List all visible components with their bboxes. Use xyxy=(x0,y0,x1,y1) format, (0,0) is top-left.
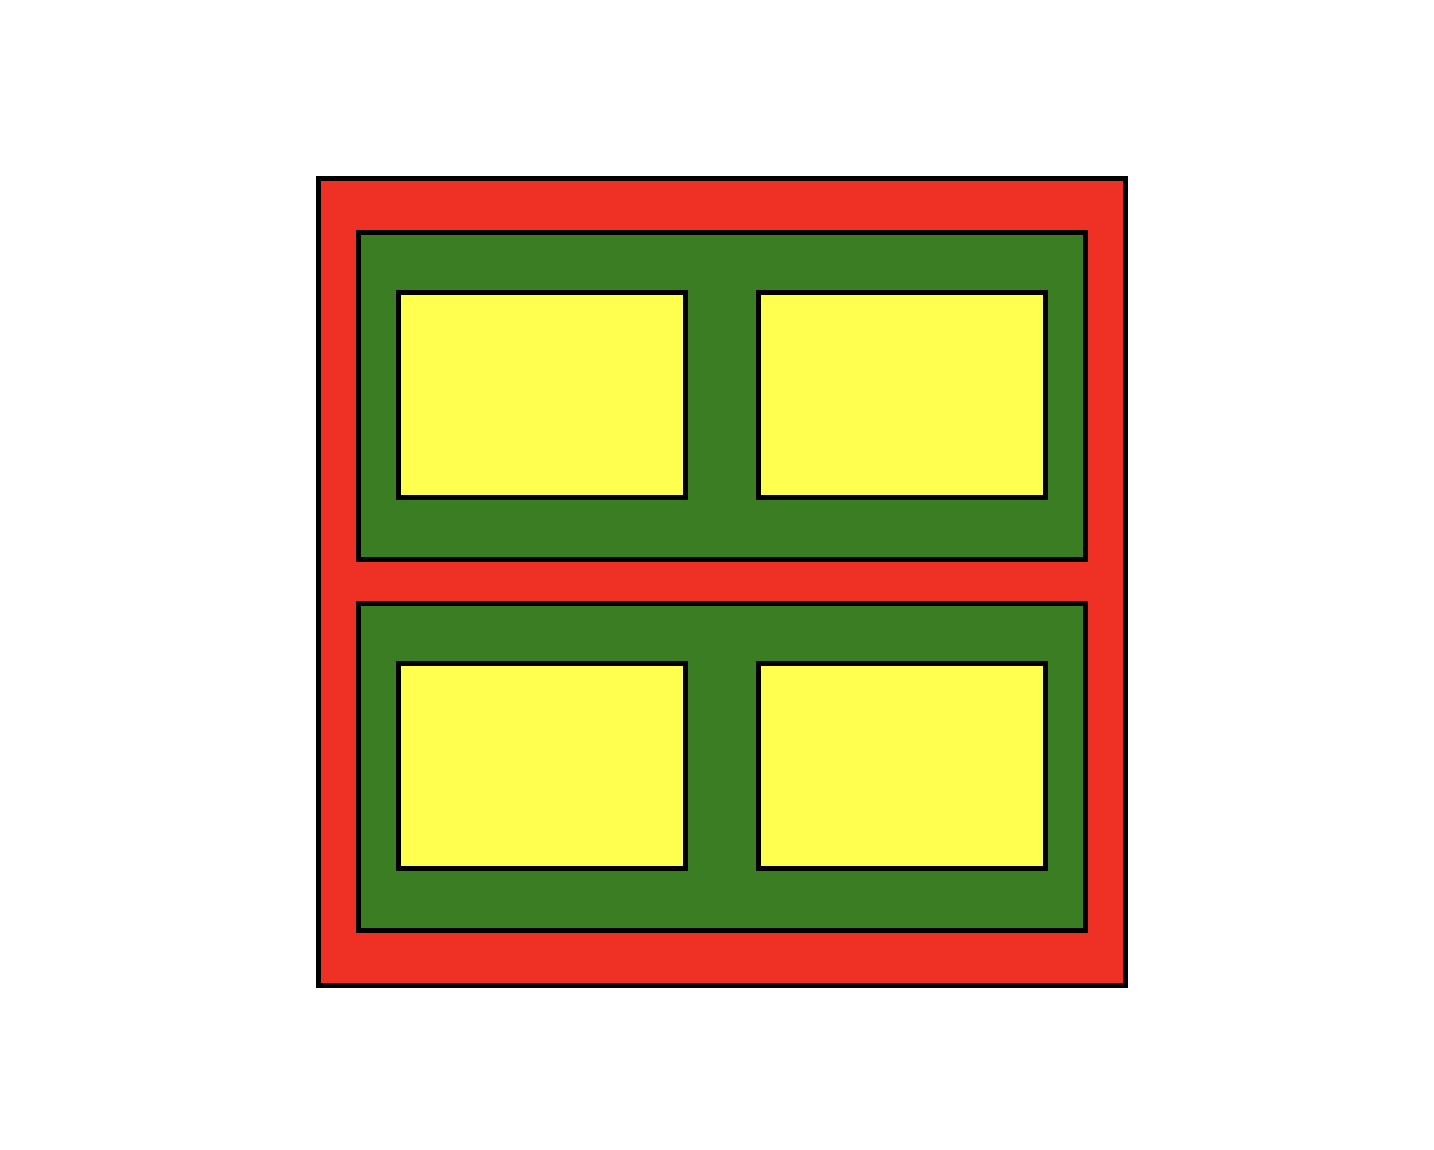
yellow-box-top-right xyxy=(756,290,1048,500)
yellow-box-bottom-left xyxy=(396,661,688,871)
yellow-box-bottom-right xyxy=(756,661,1048,871)
yellow-box-top-left xyxy=(396,290,688,500)
